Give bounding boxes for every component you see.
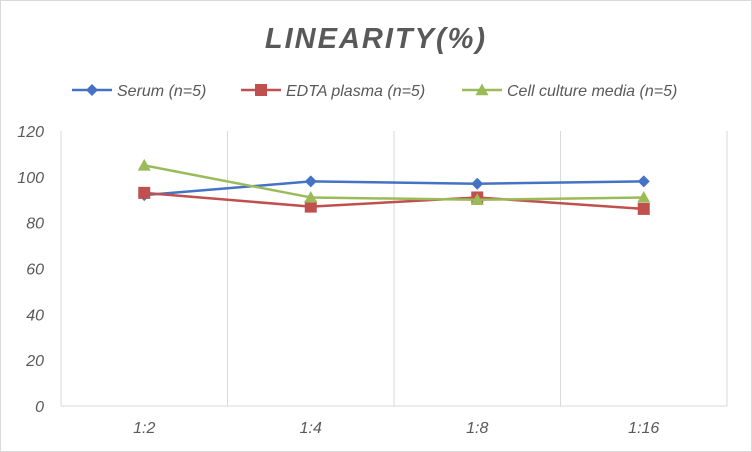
- legend-marker: [86, 84, 98, 96]
- x-tick-label: 1:16: [628, 420, 659, 437]
- legend-item: EDTA plasma (n=5): [241, 83, 425, 100]
- legend: Serum (n=5) EDTA plasma (n=5) Cell culture…: [72, 83, 677, 100]
- data-point: [304, 175, 317, 188]
- data-point: [637, 175, 650, 188]
- series-line: [144, 180, 644, 197]
- x-tick-label: 1:8: [466, 420, 488, 437]
- series-line: [144, 191, 644, 211]
- x-tick-label: 1:2: [133, 420, 155, 437]
- data-point: [471, 177, 484, 190]
- legend-label: Serum (n=5): [117, 83, 206, 100]
- chart-title: LINEARITY(%): [265, 23, 487, 55]
- y-tick-label: 40: [26, 307, 44, 324]
- legend-label: EDTA plasma (n=5): [286, 83, 425, 100]
- data-point: [637, 202, 650, 215]
- legend-item: Cell culture media (n=5): [462, 83, 677, 100]
- y-tick-label: 20: [25, 353, 44, 370]
- y-tick-label: 120: [17, 124, 44, 141]
- data-point: [138, 186, 151, 199]
- axes: 0 20 40 60 80 100 120 1:2 1:4 1:8 1:16: [17, 124, 727, 437]
- x-tick-label: 1:4: [300, 420, 322, 437]
- legend-label: Cell culture media (n=5): [507, 83, 677, 100]
- series-group: [137, 158, 651, 215]
- data-point: [137, 158, 151, 171]
- data-point: [304, 190, 318, 203]
- gridlines: [60, 131, 728, 406]
- data-point: [470, 193, 484, 205]
- y-tick-label: 0: [35, 399, 44, 416]
- y-tick-label: 100: [17, 170, 44, 187]
- series: [137, 158, 651, 205]
- legend-item: Serum (n=5): [72, 83, 206, 100]
- y-tick-label: 80: [26, 216, 44, 233]
- data-point: [304, 200, 317, 213]
- data-point: [637, 190, 651, 203]
- legend-marker: [255, 84, 267, 96]
- series-line: [144, 164, 644, 201]
- legend-marker: [475, 83, 489, 96]
- y-tick-label: 60: [26, 262, 44, 279]
